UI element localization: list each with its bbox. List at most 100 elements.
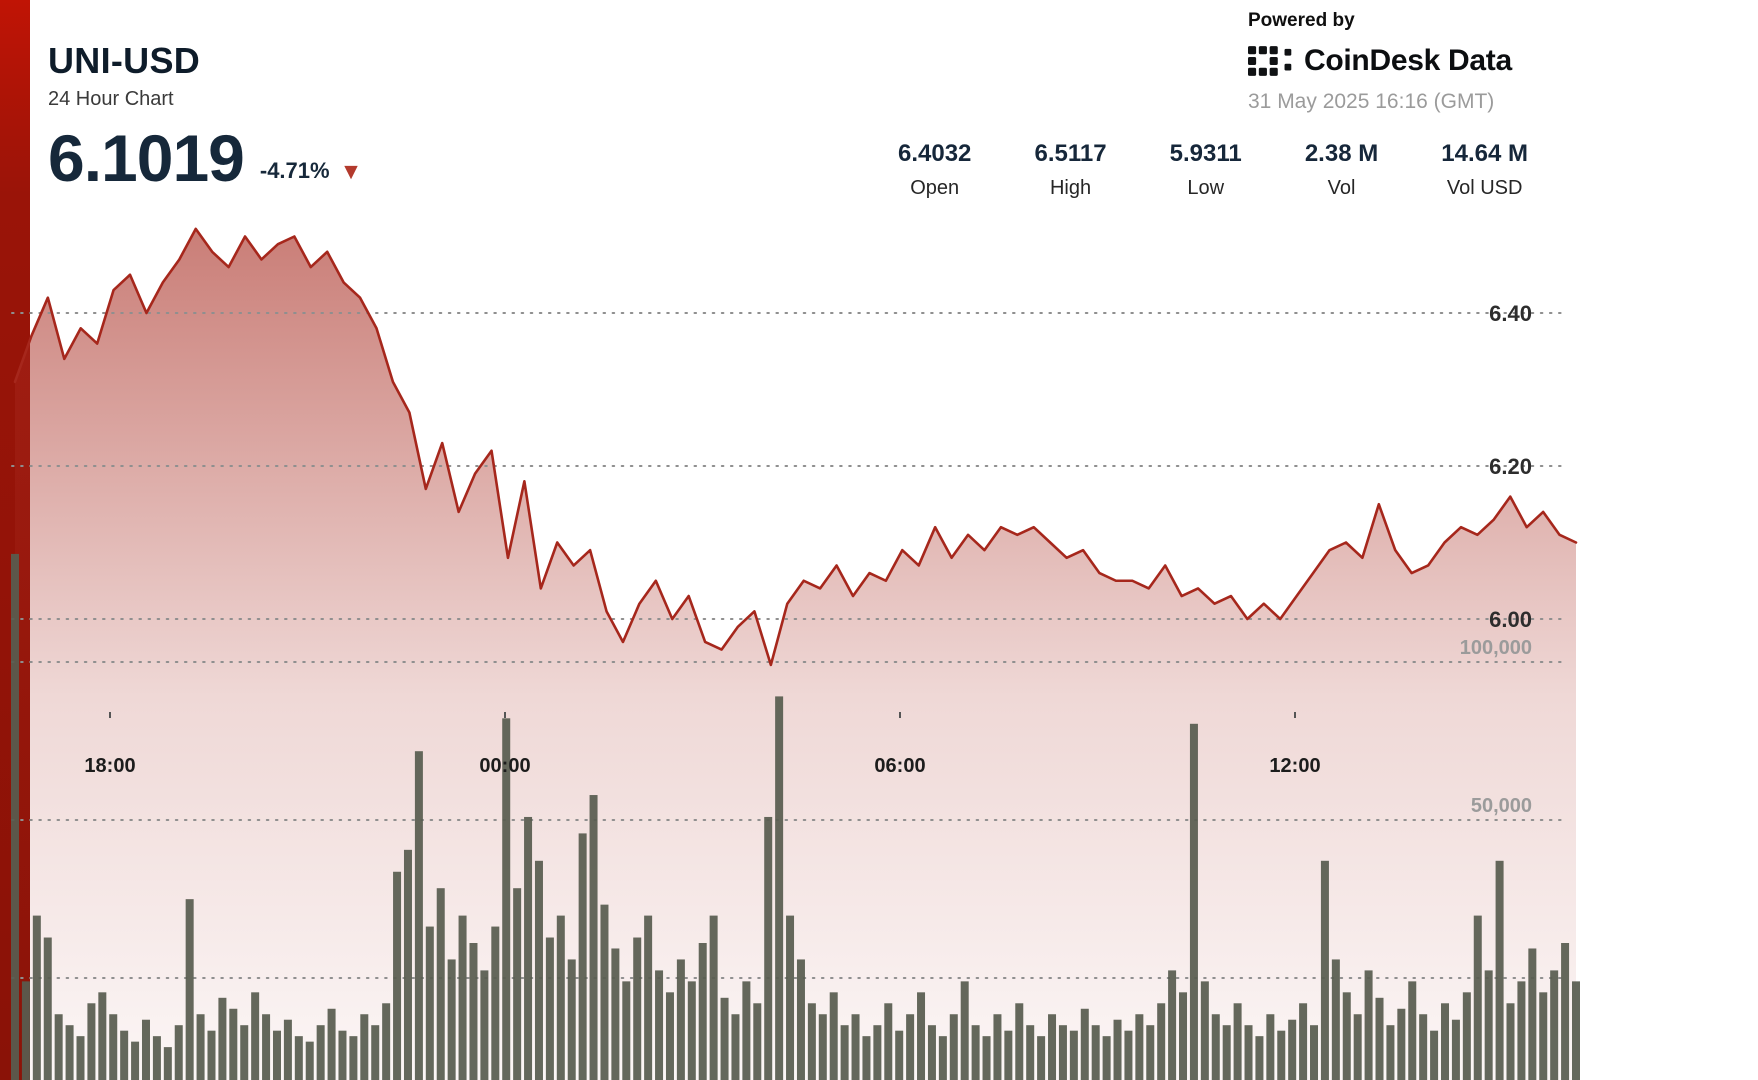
volume-bar (545, 937, 554, 1080)
volume-bar (524, 816, 533, 1080)
volume-bar (982, 1036, 991, 1080)
stat-value: 6.5117 (1034, 140, 1107, 167)
volume-bar (1320, 860, 1329, 1080)
stat-label: Low (1187, 177, 1225, 199)
volume-bar (262, 1014, 271, 1080)
volume-bar (1179, 992, 1188, 1080)
volume-bar (829, 992, 838, 1080)
volume-bar (1473, 915, 1482, 1080)
volume-bar (1288, 1019, 1297, 1080)
volume-bar (1441, 1003, 1450, 1080)
volume-bar (349, 1036, 358, 1080)
volume-bar (218, 997, 227, 1080)
volume-bar (687, 981, 696, 1080)
chart-header: UNI-USD 24 Hour Chart 6.1019 -4.71% ▼ (48, 40, 362, 191)
volume-bar (1080, 1008, 1089, 1080)
volume-bar (742, 981, 751, 1080)
volume-bar (11, 553, 19, 1080)
volume-bar (917, 992, 926, 1080)
volume-bar (229, 1008, 238, 1080)
volume-bar (1342, 992, 1351, 1080)
volume-bar (840, 1025, 849, 1080)
volume-bar (174, 1025, 183, 1080)
volume-bar (1408, 981, 1417, 1080)
volume-bar (1528, 948, 1537, 1080)
stat-value: 2.38 M (1304, 140, 1379, 167)
volume-bar (54, 1014, 63, 1080)
volume-bar (578, 833, 587, 1080)
volume-bar (32, 915, 41, 1080)
stat-value: 14.64 M (1441, 140, 1528, 167)
volume-bar (131, 1041, 140, 1080)
volume-bar (1037, 1036, 1046, 1080)
volume-bar (796, 959, 805, 1080)
volume-bar (1462, 992, 1471, 1080)
volume-bar (338, 1030, 347, 1080)
volume-bar (1495, 860, 1504, 1080)
volume-bar (665, 992, 674, 1080)
volume-bar (1386, 1025, 1395, 1080)
volume-bar (1430, 1030, 1439, 1080)
volume-bar (589, 795, 598, 1080)
volume-bar (120, 1030, 129, 1080)
volume-bar (436, 888, 445, 1080)
volume-bar (491, 926, 500, 1080)
volume-bar (294, 1036, 303, 1080)
volume-bar (185, 899, 194, 1080)
volume-bar (927, 1025, 936, 1080)
volume-bar (993, 1014, 1002, 1080)
volume-bar (895, 1030, 904, 1080)
volume-bar (251, 992, 260, 1080)
volume-bar (1244, 1025, 1253, 1080)
volume-bar (1561, 943, 1570, 1080)
volume-bar (633, 937, 642, 1080)
volume-bar (1222, 1025, 1231, 1080)
volume-bar (1572, 981, 1580, 1080)
volume-bar (382, 1003, 391, 1080)
price-axis-label: 6.40 (1489, 301, 1532, 326)
powered-by-label: Powered by (1248, 10, 1355, 31)
stat-open: 6.4032 Open (898, 140, 971, 200)
volume-bar (76, 1036, 85, 1080)
volume-bar (1375, 997, 1384, 1080)
volume-bar (469, 943, 478, 1080)
volume-bar (1135, 1014, 1144, 1080)
price-change: -4.71% (259, 157, 330, 183)
volume-bar (1211, 1014, 1220, 1080)
volume-bar (316, 1025, 325, 1080)
symbol-title: UNI-USD (48, 40, 201, 81)
volume-bar (43, 937, 52, 1080)
time-axis-label: 00:00 (479, 755, 530, 777)
volume-bar (1331, 959, 1340, 1080)
volume-bar (1004, 1030, 1013, 1080)
volume-bar (371, 1025, 380, 1080)
volume-bar (818, 1014, 827, 1080)
volume-bar (1233, 1003, 1242, 1080)
volume-bar (807, 1003, 816, 1080)
volume-bar (272, 1030, 281, 1080)
volume-bar (556, 915, 565, 1080)
volume-bar (1266, 1014, 1275, 1080)
stat-label: Vol (1327, 177, 1356, 199)
volume-bar (862, 1036, 871, 1080)
volume-bar (1058, 1025, 1067, 1080)
volume-bar (534, 860, 543, 1080)
price-axis-label: 6.20 (1489, 454, 1532, 479)
volume-bar (1484, 970, 1493, 1080)
volume-bar (764, 816, 773, 1080)
volume-bar (502, 718, 511, 1080)
volume-bar (283, 1019, 292, 1080)
volume-bar (960, 981, 969, 1080)
stat-label: High (1049, 177, 1092, 199)
volume-bar (971, 1025, 980, 1080)
volume-bar (1539, 992, 1548, 1080)
volume-bar (1277, 1030, 1286, 1080)
volume-bar (1069, 1030, 1078, 1080)
volume-bar (655, 970, 664, 1080)
volume-bar (480, 970, 489, 1080)
volume-bar (393, 871, 402, 1080)
coindesk-logo-icon (1248, 46, 1294, 76)
time-axis-label: 12:00 (1269, 755, 1320, 777)
volume-bar (1550, 970, 1559, 1080)
